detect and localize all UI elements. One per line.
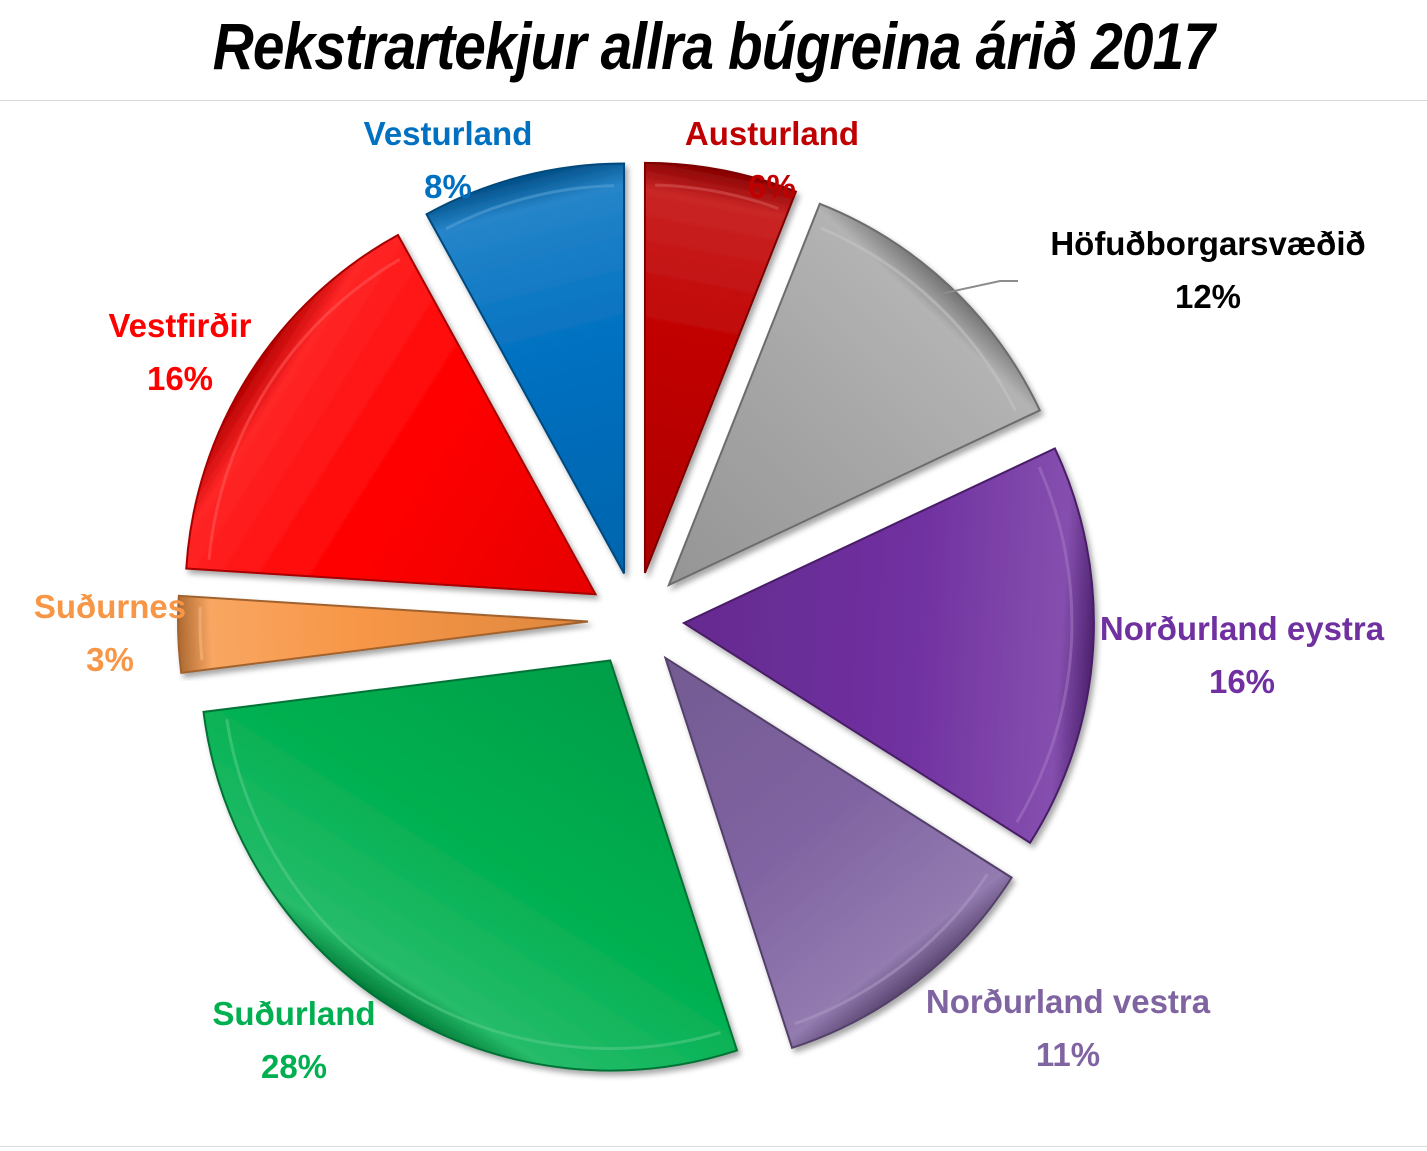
slice-label-name: Suðurnes <box>34 588 186 625</box>
slice-label-value: 6% <box>748 168 796 205</box>
slice-label-name: Höfuðborgarsvæðið <box>1050 225 1365 262</box>
pie-slice-bevel <box>794 873 989 1026</box>
top-divider <box>0 100 1427 101</box>
pie-slice-nor-urland-vestra <box>663 655 1013 1050</box>
slice-label-name: Norðurland vestra <box>926 983 1211 1020</box>
slice-label-name: Norðurland eystra <box>1100 610 1385 647</box>
slice-label-value: 11% <box>1036 1036 1100 1073</box>
slice-label-name: Vestfirðir <box>108 307 251 344</box>
slice-label-value: 3% <box>86 641 134 678</box>
bottom-divider <box>0 1146 1427 1147</box>
pie-slice-h-fu-borgarsv-i- <box>666 202 1042 587</box>
slice-label-name: Austurland <box>685 115 859 152</box>
pie-slice-nor-urland-eystra <box>681 447 1095 845</box>
slice-label-value: 16% <box>147 360 213 397</box>
pie-slice-bevel <box>820 226 1017 412</box>
pie-slice-bevel <box>225 718 721 1051</box>
slice-label-value: 28% <box>261 1048 327 1085</box>
pie-slice-bevel <box>655 183 779 210</box>
pie-slice-su-urnes <box>177 594 589 675</box>
slice-label-value: 8% <box>424 168 472 205</box>
pie-slice-su-urland <box>202 659 739 1072</box>
pie-slice-bevel <box>198 607 204 661</box>
pie-slice-austurland <box>643 161 798 574</box>
slice-label-value: 12% <box>1175 278 1241 315</box>
slice-label-name: Suðurland <box>212 995 375 1032</box>
pie-slice-vesturland <box>425 162 626 574</box>
slice-label-value: 16% <box>1209 663 1275 700</box>
chart-title: Rekstrartekjur allra búgreina árið 2017 <box>212 9 1215 83</box>
pie-slice-vestfir-ir <box>185 233 598 596</box>
pie-slice-bevel <box>207 257 401 560</box>
leader-line <box>942 280 1018 295</box>
pie-slice-bevel <box>445 184 614 231</box>
pie-slice-bevel <box>1015 466 1074 824</box>
slice-label-name: Vesturland <box>364 115 533 152</box>
